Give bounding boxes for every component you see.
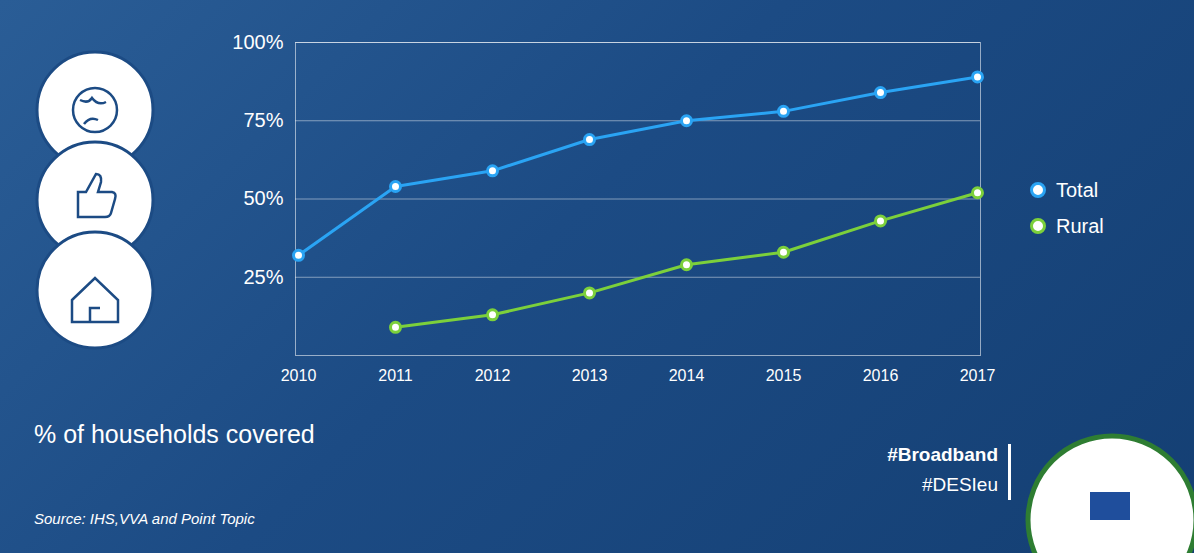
svg-text:2010: 2010 <box>281 367 317 384</box>
svg-text:25%: 25% <box>243 266 283 288</box>
svg-text:75%: 75% <box>243 109 283 131</box>
svg-text:2016: 2016 <box>863 367 899 384</box>
html-text:#DESIeu: #DESIeu <box>922 474 998 495</box>
svg-text:2012: 2012 <box>475 367 511 384</box>
html-text:#Broadband: #Broadband <box>887 444 998 465</box>
svg-text:50%: 50% <box>243 187 283 209</box>
svg-text:2017: 2017 <box>960 367 996 384</box>
html-text:Source: IHS,VVA and Point Topi: Source: IHS,VVA and Point Topic <box>34 510 255 527</box>
svg-text:2015: 2015 <box>766 367 802 384</box>
svg-text:100%: 100% <box>232 31 283 53</box>
html-text:% of households covered: % of households covered <box>34 420 315 448</box>
html-text:Rural: Rural <box>1056 214 1104 237</box>
svg-text:2011: 2011 <box>378 367 413 384</box>
svg-text:2014: 2014 <box>669 367 705 384</box>
html-text:Total: Total <box>1056 178 1099 201</box>
svg-text:2013: 2013 <box>572 367 608 384</box>
